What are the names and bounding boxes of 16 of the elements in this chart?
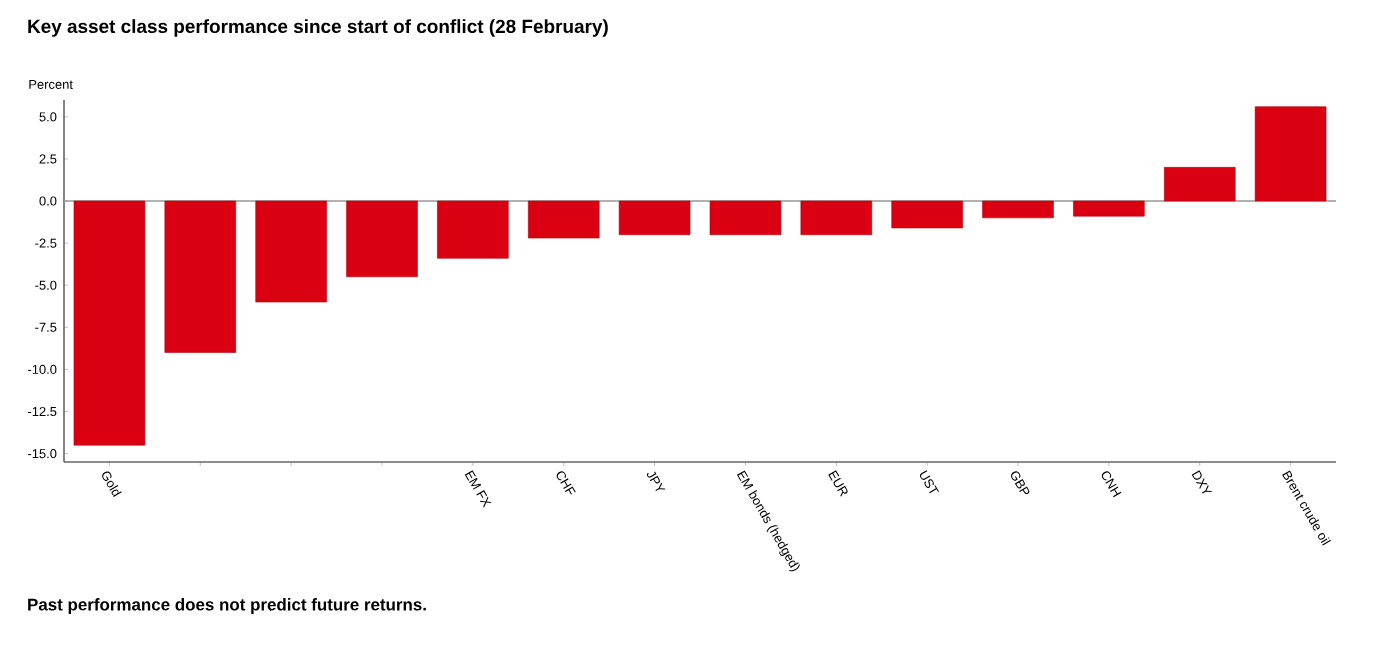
bar (1073, 200, 1145, 217)
bar (709, 200, 782, 235)
bar (982, 200, 1054, 219)
bar (618, 200, 691, 235)
chart-title: Key asset class performance since start of conflict (28 February) (28, 19, 608, 37)
bar (346, 200, 418, 278)
text: Past performance does not predict future returns. (28, 598, 426, 614)
bar (1164, 167, 1236, 202)
bar (73, 200, 146, 446)
bar (1254, 106, 1327, 202)
bar (527, 200, 600, 239)
bar (164, 200, 237, 353)
bar (891, 200, 963, 229)
bar (255, 200, 327, 303)
bar (437, 200, 509, 259)
bar (800, 200, 873, 235)
